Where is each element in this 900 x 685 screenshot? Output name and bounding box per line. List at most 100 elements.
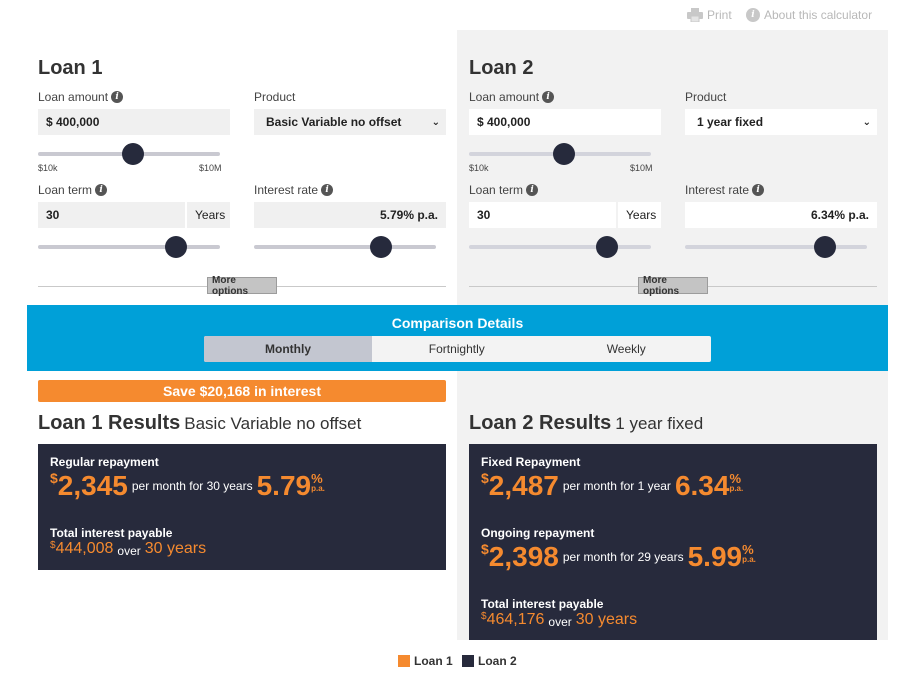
tab-fortnightly[interactable]: Fortnightly <box>428 342 485 356</box>
loan2-product-select[interactable]: 1 year fixed ⌄ <box>685 109 877 135</box>
tab-monthly[interactable]: Monthly <box>204 336 372 362</box>
loan2-panel <box>457 30 888 305</box>
loan1-repay-value: 2,345 <box>57 470 128 501</box>
comparison-title: Comparison Details <box>391 315 524 331</box>
info-icon[interactable]: i <box>526 184 539 196</box>
loan2-rate-label: Interest rate i <box>685 183 765 197</box>
loan2-product-label: Product <box>685 90 727 104</box>
currency-symbol: $ <box>50 470 58 486</box>
loan1-amount-input[interactable]: $ 400,000 <box>38 109 230 135</box>
loan1-rate-label: Interest rate i <box>254 183 334 197</box>
loan2-ongoing-label: Ongoing repayment <box>481 526 595 540</box>
loan2-amount-slider-thumb[interactable] <box>553 143 575 165</box>
loan2-rate-slider-thumb[interactable] <box>814 236 836 258</box>
percent-sign: % <box>729 471 741 486</box>
loan2-term-input[interactable]: 30 <box>469 202 616 228</box>
loan1-product-select[interactable]: Basic Variable no offset ⌄ <box>254 109 446 135</box>
loan2-amount-label: Loan amount i <box>469 90 555 104</box>
loan2-term-slider-track[interactable] <box>469 245 651 249</box>
loan1-amount-max: $10M <box>199 163 222 173</box>
loan2-amount-max: $10M <box>630 163 653 173</box>
loan2-results-title: Loan 2 Results 1 year fixed <box>469 412 704 434</box>
loan1-results-product: Basic Variable no offset <box>184 414 362 433</box>
loan2-fixed-value: 2,487 <box>488 470 559 501</box>
loan2-amount-min: $10k <box>469 163 489 173</box>
print-label: Print <box>707 8 732 22</box>
loan2-term-slider-thumb[interactable] <box>596 236 618 258</box>
loan1-term-slider-track[interactable] <box>38 245 220 249</box>
loan1-repay-row: $ 2,345 per month for 30 years 5.79 % p.a… <box>50 470 325 501</box>
loan2-ongoing-desc: per month for 29 years <box>562 550 684 564</box>
loan1-total-row: $ 444,008 over 30 years <box>50 540 206 558</box>
loan1-product-label: Product <box>254 90 296 104</box>
pa-label: p.a. <box>311 484 325 493</box>
loan1-total-label: Total interest payable <box>50 526 173 540</box>
info-icon[interactable]: i <box>111 91 124 103</box>
info-icon[interactable]: i <box>542 91 555 103</box>
loan1-term-input[interactable]: 30 <box>38 202 185 228</box>
info-icon: i <box>746 8 760 22</box>
loan2-ongoing-value: 2,398 <box>488 541 559 572</box>
loan1-results-title: Loan 1 Results Basic Variable no offset <box>38 412 362 434</box>
loan2-total-years: 30 years <box>575 611 638 628</box>
loan1-amount-label: Loan amount i <box>38 90 124 104</box>
loan2-results-card: Fixed Repayment $ 2,487 per month for 1 … <box>469 444 877 640</box>
loan1-term-label: Loan term i <box>38 183 108 197</box>
tab-weekly[interactable]: Weekly <box>606 342 646 356</box>
currency-symbol: $ <box>50 540 56 551</box>
loan2-fixed-rate: 6.34 <box>674 470 730 501</box>
printer-icon <box>687 8 703 22</box>
chevron-down-icon: ⌄ <box>862 116 871 128</box>
info-icon[interactable]: i <box>321 184 334 196</box>
loan1-term-unit: Years <box>185 202 230 228</box>
percent-sign: % <box>311 471 323 486</box>
about-link[interactable]: i About this calculator <box>746 8 872 22</box>
loan1-amount-slider-thumb[interactable] <box>122 143 144 165</box>
loan1-total-years: 30 years <box>144 540 207 557</box>
loan1-rate-slider-track[interactable] <box>254 245 436 249</box>
loan2-results-product: 1 year fixed <box>615 414 704 433</box>
currency-symbol: $ <box>481 541 489 557</box>
navy-swatch <box>462 655 474 667</box>
loan2-fixed-label: Fixed Repayment <box>481 455 581 469</box>
loan1-term-slider-thumb[interactable] <box>165 236 187 258</box>
legend-loan2: Loan 2 <box>462 654 517 668</box>
loan1-repay-desc: per month for 30 years <box>131 479 253 493</box>
loan1-amount-min: $10k <box>38 163 58 173</box>
over-label: over <box>117 544 141 558</box>
loan2-term-label: Loan term i <box>469 183 539 197</box>
loan1-repay-label: Regular repayment <box>50 455 159 469</box>
about-label: About this calculator <box>764 8 873 22</box>
loan2-total-value: 464,176 <box>486 611 545 628</box>
save-banner: Save $20,168 in interest <box>38 380 446 402</box>
loan2-term-unit: Years <box>616 202 661 228</box>
loan2-ongoing-rate: 5.99 <box>687 541 743 572</box>
loan1-rate-input[interactable]: 5.79% p.a. <box>254 202 446 228</box>
loan2-fixed-desc: per month for 1 year <box>562 479 671 493</box>
loan2-rate-slider-track[interactable] <box>685 245 867 249</box>
loan1-rate-value: 5.79 <box>256 470 312 501</box>
print-link[interactable]: Print <box>687 8 732 22</box>
legend-loan1: Loan 1 <box>398 654 453 668</box>
loan2-ongoing-row: $ 2,398 per month for 29 years 5.99 % p.a… <box>481 541 756 572</box>
currency-symbol: $ <box>481 611 487 622</box>
orange-swatch <box>398 655 410 667</box>
pa-label: p.a. <box>742 555 756 564</box>
info-icon[interactable]: i <box>95 184 108 196</box>
loan1-more-options-button[interactable]: More options <box>207 275 277 297</box>
loan2-more-options-button[interactable]: More options <box>638 275 708 297</box>
loan2-rate-input[interactable]: 6.34% p.a. <box>685 202 877 228</box>
loan1-results-card: Regular repayment $ 2,345 per month for … <box>38 444 446 570</box>
chevron-down-icon: ⌄ <box>431 116 440 128</box>
loan1-title: Loan 1 <box>38 57 103 79</box>
loan1-total-value: 444,008 <box>55 540 114 557</box>
over-label: over <box>548 615 572 629</box>
percent-sign: % <box>742 542 754 557</box>
loan1-rate-slider-thumb[interactable] <box>370 236 392 258</box>
loan2-total-row: $ 464,176 over 30 years <box>481 611 637 629</box>
pa-label: p.a. <box>729 484 744 493</box>
frequency-tabs: Monthly Fortnightly Weekly <box>204 336 711 362</box>
loan2-amount-input[interactable]: $ 400,000 <box>469 109 661 135</box>
currency-symbol: $ <box>481 470 489 486</box>
info-icon[interactable]: i <box>752 184 765 196</box>
